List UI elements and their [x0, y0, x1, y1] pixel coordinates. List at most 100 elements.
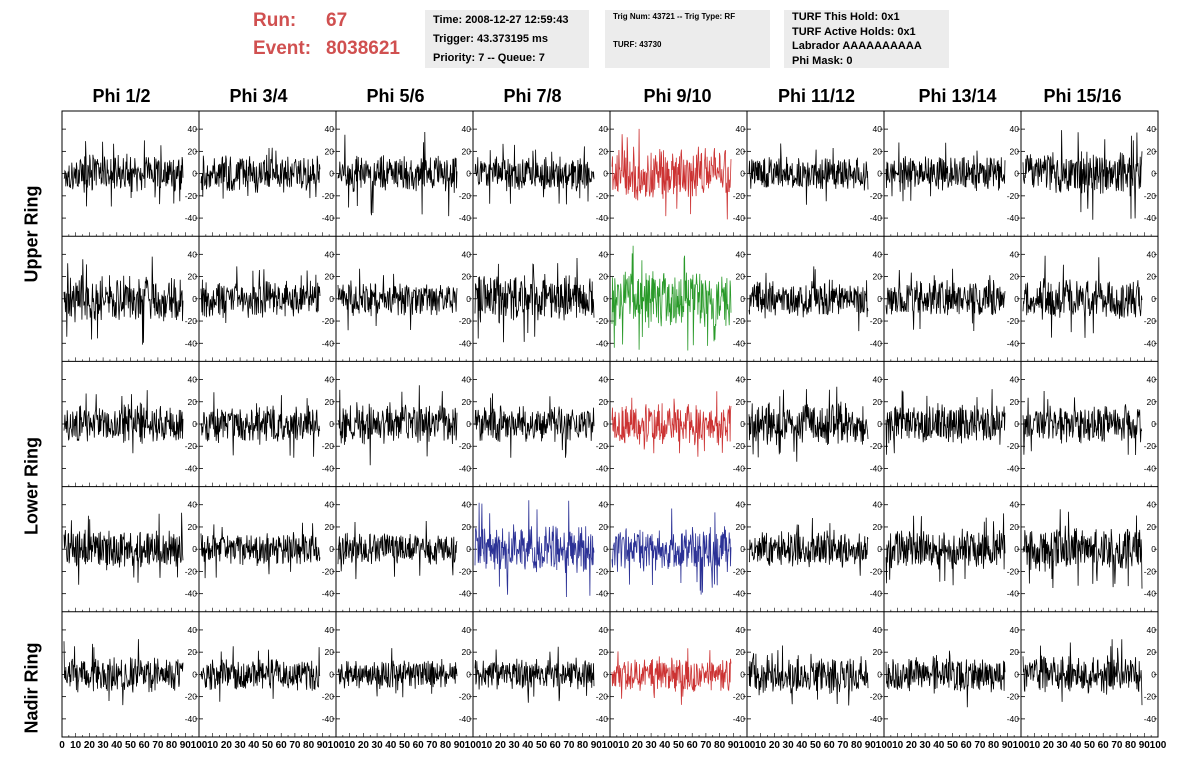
- x-tick-label: 80: [1125, 740, 1137, 751]
- y-tick-label: 20: [736, 647, 746, 657]
- y-tick-label: -40: [185, 589, 198, 599]
- time-text: Time: 2008-12-27 12:59:43: [433, 14, 569, 26]
- y-tick-label: 20: [1010, 146, 1020, 156]
- y-tick-label: -40: [733, 589, 746, 599]
- waveform-r2-c3: [337, 268, 458, 331]
- y-tick-label: 0: [192, 419, 197, 429]
- y-tick-label: -40: [1007, 589, 1020, 599]
- y-tick-label: -40: [596, 338, 609, 348]
- waveform-r3-c2: [200, 392, 321, 458]
- y-tick-label: 0: [1151, 669, 1156, 679]
- y-tick-label: 20: [599, 397, 609, 407]
- y-tick-label: -20: [1144, 441, 1157, 451]
- y-tick-label: -40: [733, 338, 746, 348]
- y-tick-label: 40: [1147, 625, 1157, 635]
- y-tick-label: -40: [1007, 463, 1020, 473]
- x-tick-label: 40: [659, 740, 671, 751]
- y-tick-label: 40: [736, 500, 746, 510]
- y-tick-label: 20: [325, 146, 335, 156]
- y-tick-label: -40: [322, 338, 335, 348]
- y-tick-label: 0: [466, 294, 471, 304]
- y-tick-label: 40: [1147, 124, 1157, 134]
- y-tick-label: 20: [188, 522, 198, 532]
- y-tick-label: 20: [188, 647, 198, 657]
- y-tick-label: 20: [325, 397, 335, 407]
- waveform-r2-c5: [611, 245, 732, 351]
- x-tick-label: 70: [700, 740, 712, 751]
- y-tick-label: -40: [870, 338, 883, 348]
- y-tick-label: -20: [185, 692, 198, 702]
- x-tick-label: 40: [933, 740, 945, 751]
- waveform-r3-c6: [748, 386, 869, 462]
- x-tick-label: 30: [920, 740, 932, 751]
- x-tick-label: 40: [796, 740, 808, 751]
- y-tick-label: 40: [599, 500, 609, 510]
- y-tick-label: -20: [596, 316, 609, 326]
- y-tick-label: -40: [596, 589, 609, 599]
- y-tick-label: -20: [733, 566, 746, 576]
- y-tick-label: 20: [325, 522, 335, 532]
- y-tick-label: 40: [873, 249, 883, 259]
- waveform-r5-c8: [1022, 639, 1143, 706]
- y-tick-label: 0: [740, 169, 745, 179]
- waveform-r1-c8: [1022, 130, 1143, 220]
- y-tick-label: 40: [188, 375, 198, 385]
- waveform-r5-c1: [63, 639, 184, 706]
- y-tick-label: 0: [603, 544, 608, 554]
- y-tick-label: -20: [870, 441, 883, 451]
- y-tick-label: -20: [459, 566, 472, 576]
- x-tick-label: 100: [1150, 740, 1167, 751]
- y-tick-label: 20: [736, 397, 746, 407]
- x-tick-label: 30: [1057, 740, 1069, 751]
- y-tick-label: 0: [877, 419, 882, 429]
- y-tick-label: 0: [1151, 169, 1156, 179]
- y-tick-label: 20: [1147, 146, 1157, 156]
- y-tick-label: 40: [599, 124, 609, 134]
- y-tick-label: 0: [1014, 419, 1019, 429]
- x-tick-label: 30: [646, 740, 658, 751]
- y-tick-label: 20: [1147, 647, 1157, 657]
- y-tick-label: 0: [192, 544, 197, 554]
- waveform-r3-c4: [474, 393, 595, 458]
- x-tick-label: 10: [70, 740, 82, 751]
- x-tick-label: 20: [221, 740, 233, 751]
- y-tick-label: -40: [870, 463, 883, 473]
- y-tick-label: 0: [1014, 294, 1019, 304]
- y-tick-label: 20: [1147, 397, 1157, 407]
- waveform-r3-c8: [1022, 390, 1143, 456]
- x-tick-label: 60: [139, 740, 151, 751]
- waveform-r5-c3: [337, 648, 458, 698]
- y-tick-label: 20: [736, 522, 746, 532]
- y-tick-label: -20: [322, 316, 335, 326]
- y-tick-label: 20: [1010, 397, 1020, 407]
- y-tick-label: 20: [462, 647, 472, 657]
- y-tick-label: -20: [1007, 441, 1020, 451]
- x-tick-label: 50: [399, 740, 411, 751]
- x-tick-label: 70: [289, 740, 301, 751]
- x-tick-label: 40: [385, 740, 397, 751]
- y-tick-label: 20: [736, 146, 746, 156]
- y-tick-label: -40: [185, 213, 198, 223]
- y-tick-label: -20: [322, 441, 335, 451]
- x-tick-label: 70: [837, 740, 849, 751]
- waveform-r1-c4: [474, 143, 595, 205]
- priority-text: Priority: 7 -- Queue: 7: [433, 52, 545, 64]
- x-tick-label: 20: [84, 740, 96, 751]
- y-tick-label: 40: [873, 500, 883, 510]
- x-tick-label: 60: [276, 740, 288, 751]
- waveform-r4-c4: [474, 500, 595, 598]
- y-tick-label: -20: [1007, 692, 1020, 702]
- y-tick-label: 20: [599, 522, 609, 532]
- waveform-r4-c2: [200, 522, 321, 579]
- y-tick-label: 40: [873, 124, 883, 134]
- y-tick-label: 40: [1010, 375, 1020, 385]
- x-tick-label: 10: [344, 740, 356, 751]
- y-tick-label: 20: [325, 272, 335, 282]
- x-tick-label: 40: [522, 740, 534, 751]
- y-tick-label: 20: [873, 647, 883, 657]
- y-tick-label: 40: [462, 500, 472, 510]
- y-tick-label: 40: [1010, 625, 1020, 635]
- y-tick-label: -20: [1144, 316, 1157, 326]
- y-tick-label: 20: [462, 146, 472, 156]
- y-tick-label: 20: [873, 397, 883, 407]
